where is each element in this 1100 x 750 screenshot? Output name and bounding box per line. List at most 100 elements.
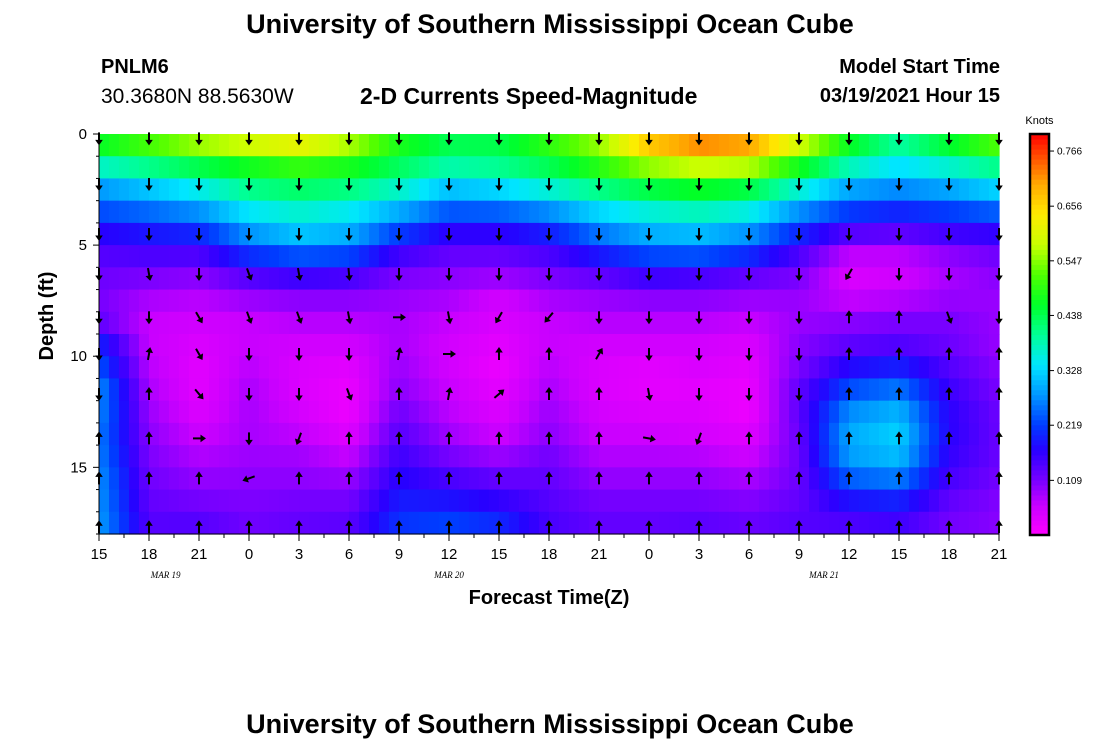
- heatmap-cell: [259, 134, 270, 157]
- heatmap-cell: [899, 400, 910, 424]
- heatmap-cell: [479, 511, 490, 535]
- heatmap-cell: [899, 267, 910, 291]
- heatmap-cell: [559, 334, 570, 357]
- heatmap-cell: [659, 511, 670, 535]
- heatmap-cell: [629, 445, 640, 468]
- current-arrow: [645, 228, 653, 241]
- heatmap-cell: [989, 334, 1000, 357]
- heatmap-cell: [979, 200, 990, 224]
- heatmap-cell: [909, 134, 920, 157]
- current-arrow: [845, 431, 853, 445]
- heatmap-cell: [139, 334, 150, 357]
- x-tick-label: 21: [991, 546, 1008, 563]
- heatmap-cell: [679, 489, 690, 513]
- heatmap-cell: [609, 156, 620, 180]
- heatmap-cell: [639, 467, 650, 491]
- heatmap-cell: [969, 134, 980, 157]
- heatmap-cell: [529, 511, 540, 535]
- current-arrow: [395, 228, 403, 241]
- current-arrow: [194, 388, 204, 400]
- heatmap-cell: [449, 289, 460, 313]
- heatmap-cell: [889, 245, 900, 268]
- heatmap-cell: [749, 334, 760, 357]
- heatmap-cell: [239, 222, 250, 246]
- heatmap-cell: [529, 422, 540, 446]
- current-arrow: [294, 432, 303, 445]
- heatmap-cell: [729, 400, 740, 424]
- heatmap-cell: [359, 400, 370, 424]
- heatmap-cell: [289, 511, 300, 535]
- current-arrow: [995, 347, 1003, 360]
- heatmap-cell: [599, 311, 610, 335]
- heatmap-cell: [849, 511, 860, 535]
- heatmap-cell: [919, 289, 930, 313]
- heatmap-cell: [159, 289, 170, 313]
- heatmap-cell: [429, 222, 440, 246]
- heatmap-cell: [749, 178, 760, 202]
- current-arrow: [195, 348, 204, 361]
- heatmap-cell: [819, 378, 830, 402]
- heatmap-cell: [789, 267, 800, 291]
- current-arrow: [945, 178, 953, 191]
- heatmap-cell: [689, 289, 700, 313]
- heatmap-cell: [449, 222, 460, 246]
- heatmap-cell: [99, 267, 110, 291]
- heatmap-cell: [509, 489, 520, 513]
- heatmap-cell: [949, 467, 960, 491]
- colorbar-swatch: [1030, 279, 1049, 285]
- heatmap-cell: [819, 511, 830, 535]
- heatmap-cell: [709, 245, 720, 268]
- heatmap-cell: [329, 178, 340, 202]
- heatmap-cell: [729, 134, 740, 157]
- heatmap-cell: [969, 334, 980, 357]
- heatmap-cell: [989, 400, 1000, 424]
- heatmap-cell: [939, 422, 950, 446]
- heatmap-cell: [129, 245, 140, 268]
- heatmap-cell: [149, 178, 160, 202]
- heatmap-cell: [459, 489, 470, 513]
- heatmap-cell: [749, 445, 760, 468]
- heatmap-cell: [839, 267, 850, 291]
- heatmap-cell: [819, 267, 830, 291]
- heatmap-cell: [279, 422, 290, 446]
- heatmap-cell: [869, 356, 880, 380]
- colorbar-swatch: [1030, 354, 1049, 361]
- heatmap-cell: [529, 356, 540, 380]
- heatmap-cell: [309, 200, 320, 224]
- heatmap-cell: [109, 511, 120, 535]
- heatmap-cell: [779, 311, 790, 335]
- heatmap-cell: [189, 334, 200, 357]
- heatmap-cell: [749, 311, 760, 335]
- heatmap-cell: [559, 467, 570, 491]
- heatmap-cell: [479, 467, 490, 491]
- heatmap-cell: [799, 445, 810, 468]
- heatmap-cell: [939, 356, 950, 380]
- heatmap-cell: [879, 445, 890, 468]
- heatmap-cell: [889, 467, 900, 491]
- heatmap-cell: [139, 356, 150, 380]
- heatmap-cell: [309, 422, 320, 446]
- current-arrow: [845, 132, 853, 146]
- heatmap-cell: [279, 245, 290, 268]
- heatmap-cell: [589, 267, 600, 291]
- heatmap-cell: [429, 467, 440, 491]
- colorbar-swatch: [1030, 269, 1049, 275]
- heatmap-cell: [339, 178, 350, 202]
- heatmap-cell: [619, 289, 630, 313]
- heatmap-cell: [509, 267, 520, 291]
- heatmap-cell: [539, 311, 550, 335]
- heatmap-cell: [99, 222, 110, 246]
- heatmap-cell: [649, 489, 660, 513]
- heatmap-cell: [99, 245, 110, 268]
- heatmap-cell: [349, 267, 360, 291]
- heatmap-cell: [479, 178, 490, 202]
- heatmap-cell: [199, 200, 210, 224]
- heatmap-cell: [129, 311, 140, 335]
- x-axis-label: Forecast Time(Z): [469, 587, 630, 609]
- heatmap-cell: [859, 467, 870, 491]
- heatmap-cell: [719, 489, 730, 513]
- colorbar-swatch: [1030, 339, 1049, 346]
- heatmap-cell: [249, 511, 260, 535]
- colorbar-swatch: [1030, 299, 1049, 306]
